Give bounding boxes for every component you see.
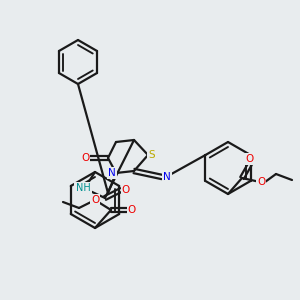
Text: O: O (257, 177, 265, 187)
Text: N: N (108, 168, 116, 178)
Text: O: O (128, 205, 136, 215)
Text: O: O (246, 154, 254, 164)
Text: S: S (149, 150, 155, 160)
Text: O: O (81, 153, 89, 163)
Text: O: O (122, 185, 130, 195)
Text: O: O (91, 195, 99, 205)
Text: N: N (163, 172, 171, 182)
Text: NH: NH (76, 183, 90, 193)
